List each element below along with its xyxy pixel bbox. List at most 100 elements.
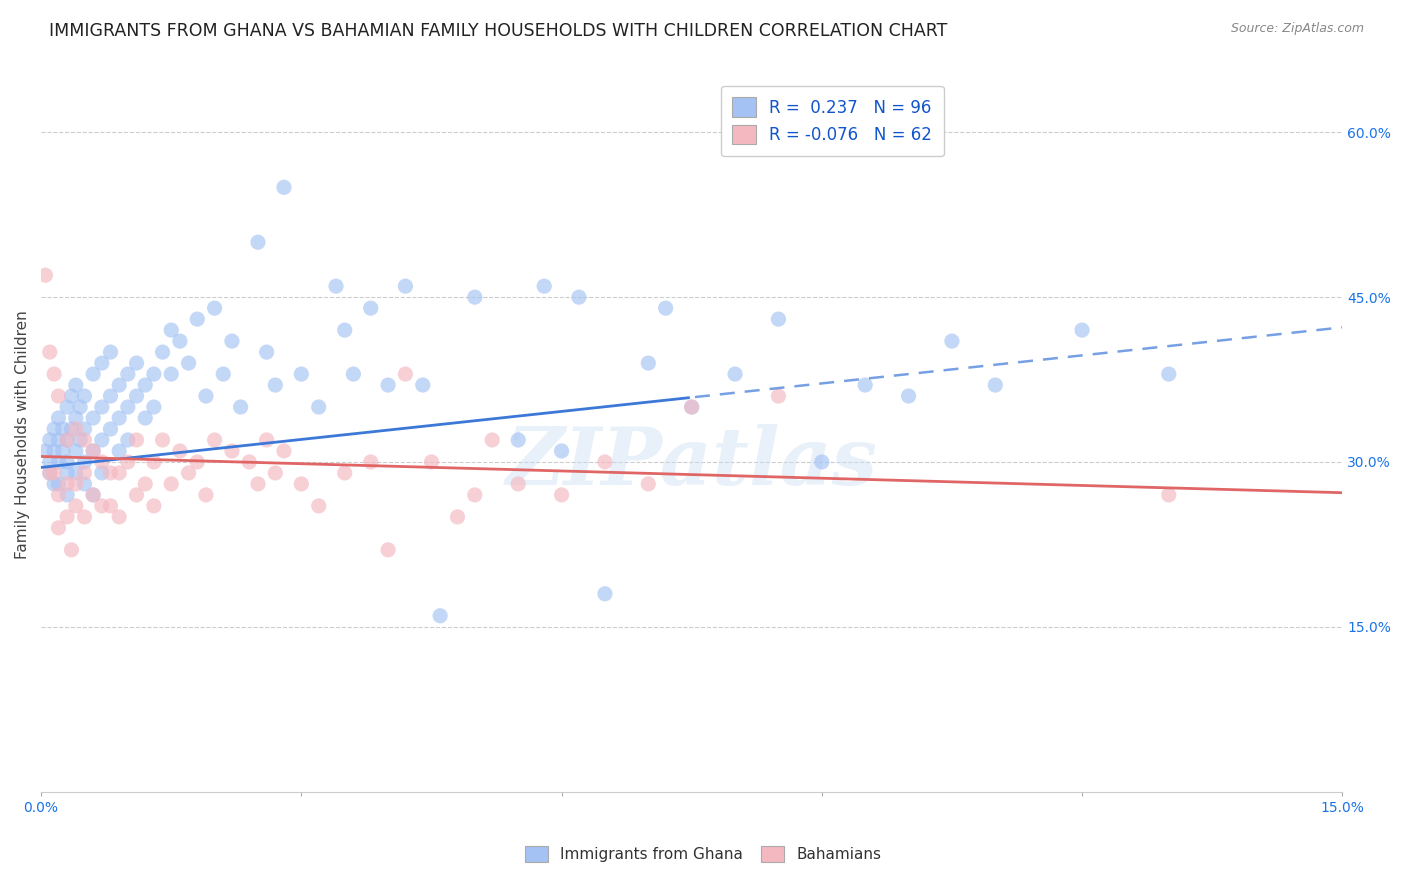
Point: [768, 312, 790, 326]
Point: [768, 389, 790, 403]
Point: [60, 542, 83, 557]
Point: [52, 444, 75, 458]
Point: [125, 433, 148, 447]
Point: [273, 444, 295, 458]
Point: [194, 389, 217, 403]
Point: [256, 345, 278, 359]
Point: [52, 422, 75, 436]
Point: [125, 488, 148, 502]
Point: [82, 444, 104, 458]
Point: [169, 334, 191, 348]
Point: [73, 433, 96, 447]
Point: [117, 400, 139, 414]
Point: [481, 433, 503, 447]
Point: [308, 499, 330, 513]
Point: [69, 400, 91, 414]
Point: [73, 477, 96, 491]
Point: [360, 455, 382, 469]
Point: [73, 455, 96, 469]
Point: [325, 279, 347, 293]
Point: [984, 378, 1007, 392]
Point: [73, 509, 96, 524]
Point: [654, 301, 676, 315]
Point: [160, 477, 183, 491]
Point: [160, 367, 183, 381]
Point: [429, 608, 451, 623]
Point: [897, 389, 920, 403]
Point: [56, 455, 79, 469]
Point: [117, 455, 139, 469]
Point: [108, 378, 131, 392]
Point: [568, 290, 591, 304]
Point: [65, 411, 87, 425]
Point: [412, 378, 434, 392]
Point: [90, 466, 112, 480]
Point: [221, 444, 243, 458]
Point: [48, 389, 70, 403]
Point: [229, 400, 252, 414]
Point: [533, 279, 555, 293]
Point: [246, 477, 269, 491]
Point: [65, 444, 87, 458]
Point: [394, 367, 416, 381]
Point: [108, 509, 131, 524]
Point: [177, 466, 200, 480]
Point: [593, 455, 616, 469]
Point: [38, 345, 60, 359]
Point: [90, 400, 112, 414]
Point: [360, 301, 382, 315]
Point: [160, 323, 183, 337]
Y-axis label: Family Households with Children: Family Households with Children: [15, 310, 30, 559]
Point: [394, 279, 416, 293]
Point: [65, 466, 87, 480]
Point: [65, 499, 87, 513]
Point: [56, 509, 79, 524]
Point: [82, 367, 104, 381]
Text: ZIPatlas: ZIPatlas: [506, 425, 877, 502]
Point: [941, 334, 963, 348]
Point: [34, 268, 56, 283]
Point: [681, 400, 703, 414]
Point: [377, 378, 399, 392]
Point: [108, 411, 131, 425]
Point: [56, 466, 79, 480]
Point: [238, 455, 260, 469]
Point: [48, 411, 70, 425]
Point: [446, 509, 468, 524]
Point: [186, 312, 208, 326]
Point: [464, 290, 486, 304]
Point: [125, 389, 148, 403]
Point: [56, 488, 79, 502]
Point: [637, 356, 659, 370]
Point: [100, 345, 122, 359]
Point: [82, 488, 104, 502]
Point: [273, 180, 295, 194]
Point: [100, 499, 122, 513]
Point: [90, 356, 112, 370]
Point: [48, 488, 70, 502]
Point: [308, 400, 330, 414]
Point: [194, 488, 217, 502]
Point: [169, 444, 191, 458]
Point: [142, 499, 165, 513]
Point: [48, 433, 70, 447]
Point: [117, 433, 139, 447]
Point: [681, 400, 703, 414]
Point: [264, 466, 287, 480]
Point: [333, 323, 356, 337]
Point: [221, 334, 243, 348]
Point: [464, 488, 486, 502]
Point: [125, 356, 148, 370]
Point: [82, 488, 104, 502]
Point: [42, 422, 65, 436]
Point: [34, 444, 56, 458]
Point: [56, 433, 79, 447]
Point: [152, 345, 174, 359]
Point: [42, 477, 65, 491]
Point: [42, 466, 65, 480]
Point: [186, 455, 208, 469]
Point: [508, 477, 530, 491]
Point: [48, 477, 70, 491]
Legend: R =  0.237   N = 96, R = -0.076   N = 62: R = 0.237 N = 96, R = -0.076 N = 62: [721, 86, 943, 156]
Point: [152, 433, 174, 447]
